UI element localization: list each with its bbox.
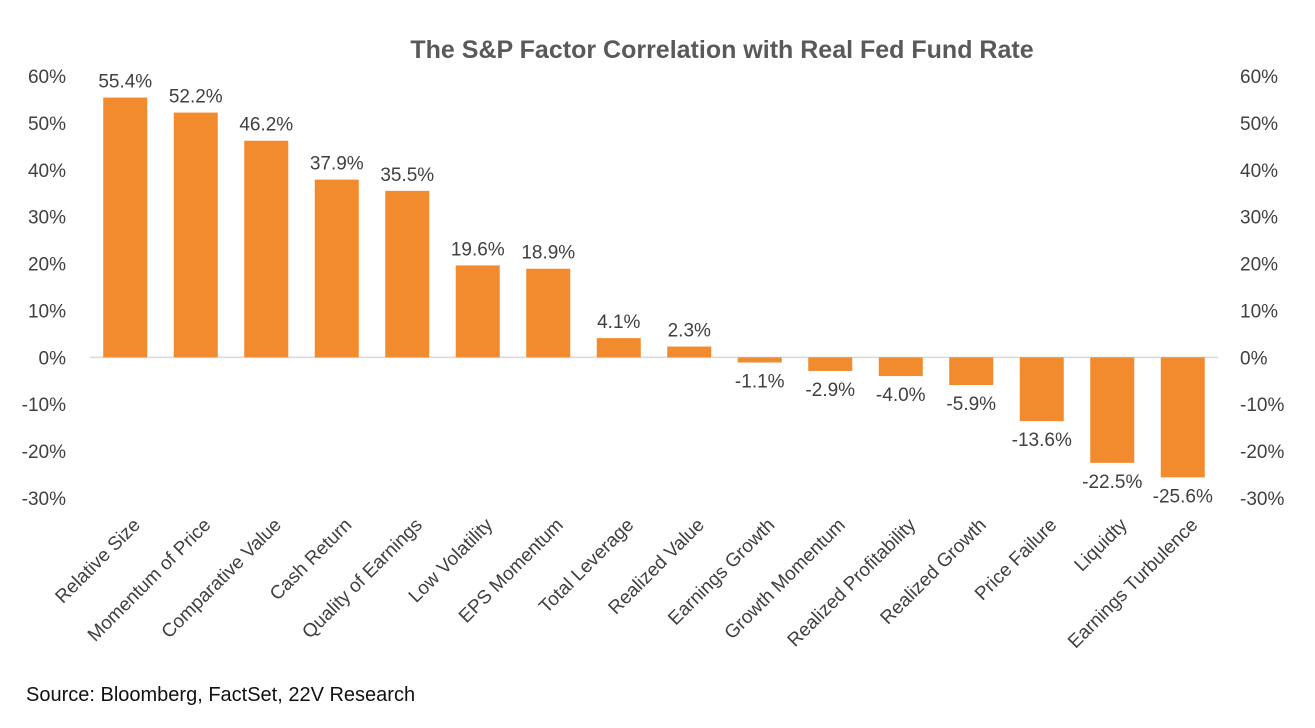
bar bbox=[667, 346, 712, 358]
x-category-label: Growth Momentum bbox=[721, 515, 850, 644]
data-label: 55.4% bbox=[98, 72, 152, 93]
y-tick-right: 0% bbox=[1240, 348, 1268, 369]
data-label: -25.6% bbox=[1153, 486, 1213, 507]
x-category-label: Liquidty bbox=[1071, 514, 1133, 576]
y-tick-right: -20% bbox=[1240, 442, 1284, 463]
x-category-label: Quality of Earnings bbox=[298, 515, 426, 643]
y-tick-left: 10% bbox=[28, 301, 66, 322]
data-label: 4.1% bbox=[597, 312, 640, 333]
y-tick-left: -20% bbox=[22, 442, 66, 463]
chart-title: The S&P Factor Correlation with Real Fed… bbox=[410, 36, 1033, 64]
y-tick-left: 30% bbox=[28, 208, 66, 229]
bar bbox=[455, 265, 500, 358]
x-category-label: Realized Profitability bbox=[784, 514, 921, 651]
bar bbox=[1090, 357, 1135, 463]
data-label: -22.5% bbox=[1082, 472, 1142, 493]
bar bbox=[385, 190, 430, 358]
source-note: Source: Bloomberg, FactSet, 22V Research bbox=[26, 684, 416, 706]
y-tick-right: -10% bbox=[1240, 395, 1284, 416]
y-tick-left: 60% bbox=[28, 67, 66, 88]
y-tick-left: 40% bbox=[28, 161, 66, 182]
y-tick-left: 50% bbox=[28, 114, 66, 135]
data-label: 46.2% bbox=[239, 115, 293, 136]
x-category-label: Momentum of Price bbox=[84, 515, 215, 646]
y-tick-right: 60% bbox=[1240, 67, 1278, 88]
bar bbox=[314, 179, 359, 358]
y-tick-right: 20% bbox=[1240, 255, 1278, 276]
bar bbox=[526, 268, 571, 358]
bar bbox=[949, 357, 994, 385]
y-tick-right: 50% bbox=[1240, 114, 1278, 135]
y-axis-left: 60% 50% 40% 30% 20% 10% 0% -10% -20% -30% bbox=[22, 67, 66, 510]
y-tick-right: 10% bbox=[1240, 301, 1278, 322]
data-labels: 55.4% 52.2% 46.2% 37.9% 35.5% 19.6% 18.9% 4.1% 2… bbox=[98, 72, 1213, 508]
bar bbox=[244, 140, 289, 358]
x-category-label: Comparative Value bbox=[158, 515, 286, 643]
data-label: -5.9% bbox=[946, 394, 996, 415]
data-label: -13.6% bbox=[1012, 430, 1072, 451]
data-label: 37.9% bbox=[310, 154, 364, 175]
bar-series bbox=[103, 97, 1205, 478]
y-tick-right: -30% bbox=[1240, 489, 1284, 510]
bar bbox=[596, 338, 641, 358]
y-tick-left: 20% bbox=[28, 255, 66, 276]
bar bbox=[1160, 357, 1205, 478]
data-label: -4.0% bbox=[876, 385, 926, 406]
bar bbox=[808, 357, 853, 371]
y-tick-right: 30% bbox=[1240, 208, 1278, 229]
bar bbox=[173, 112, 218, 358]
data-label: -1.1% bbox=[735, 371, 785, 392]
y-tick-left: -30% bbox=[22, 489, 66, 510]
x-category-label: Earnings Turbulence bbox=[1064, 515, 1202, 653]
y-tick-left: -10% bbox=[22, 395, 66, 416]
bar bbox=[103, 97, 148, 358]
bar bbox=[878, 357, 923, 377]
y-axis-right: 60% 50% 40% 30% 20% 10% 0% -10% -20% -30% bbox=[1240, 67, 1284, 510]
bar bbox=[1019, 357, 1064, 422]
data-label: 2.3% bbox=[668, 321, 711, 342]
data-label: 18.9% bbox=[521, 243, 575, 264]
data-label: 52.2% bbox=[169, 87, 223, 108]
bar bbox=[737, 357, 782, 363]
y-tick-right: 40% bbox=[1240, 161, 1278, 182]
data-label: 35.5% bbox=[380, 165, 434, 186]
data-label: -2.9% bbox=[805, 380, 855, 401]
data-label: 19.6% bbox=[451, 239, 505, 260]
y-tick-left: 0% bbox=[39, 348, 67, 369]
